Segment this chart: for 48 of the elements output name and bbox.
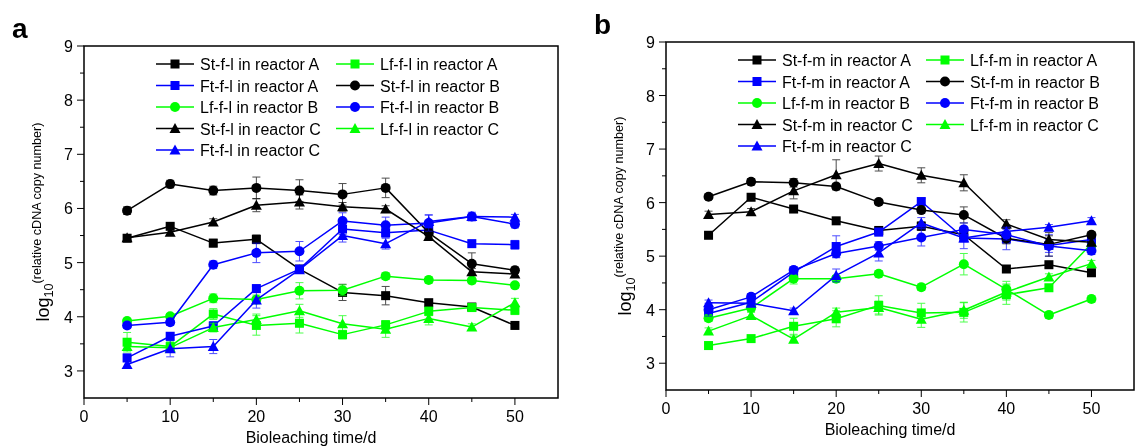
x-tick-label: 40: [997, 400, 1016, 417]
x-tick-label: 20: [247, 408, 266, 425]
legend-label: Lf-f-l in reactor B: [200, 99, 319, 116]
y-tick-label: 7: [646, 141, 656, 159]
legend-label: St-f-l in reactor A: [200, 56, 320, 73]
x-tick-label: 50: [506, 408, 524, 425]
legend-label: Ft-f-m in reactor C: [782, 138, 912, 155]
y-tick-label: 9: [64, 38, 74, 55]
chart-title: a: [12, 13, 28, 44]
legend-label: St-f-m in reactor B: [970, 73, 1100, 91]
x-tick-label: 30: [912, 400, 931, 417]
x-axis-title: Bioleaching time/d: [245, 429, 377, 446]
legend-label: St-f-l in reactor C: [200, 120, 321, 138]
legend-label: Ft-f-m in reactor A: [782, 73, 911, 91]
legend-label: Lf-f-m in reactor A: [970, 52, 1098, 69]
x-tick-label: 50: [1082, 400, 1101, 417]
y-tick-label: 6: [64, 200, 74, 218]
y-tick-label: 4: [64, 308, 74, 326]
x-tick-label: 0: [661, 400, 671, 417]
legend-label: Lf-f-l in reactor A: [380, 56, 498, 73]
legend-label: Lf-f-m in reactor C: [970, 116, 1099, 134]
x-tick-label: 40: [419, 408, 438, 425]
legend-label: Lf-f-l in reactor C: [380, 120, 500, 138]
legend-label: St-f-m in reactor A: [782, 52, 912, 69]
chart-title: b: [594, 9, 612, 40]
x-tick-label: 10: [742, 400, 761, 417]
legend-label: St-f-l in reactor B: [380, 77, 501, 95]
legend-label: Ft-f-l in reactor C: [200, 142, 321, 159]
y-tick-label: 8: [646, 87, 656, 105]
legend-label: Ft-f-m in reactor B: [970, 95, 1099, 112]
x-tick-label: 0: [79, 408, 89, 425]
legend-label: Ft-f-l in reactor A: [200, 77, 319, 95]
y-tick-label: 9: [646, 34, 656, 51]
legend-label: Lf-f-m in reactor B: [782, 95, 911, 112]
y-tick-label: 8: [64, 92, 74, 110]
y-tick-label: 5: [646, 248, 656, 266]
legend-label: Ft-f-l in reactor B: [380, 99, 500, 116]
legend-label: St-f-m in reactor C: [782, 116, 913, 134]
y-tick-label: 6: [646, 194, 656, 212]
x-axis-title: Bioleaching time/d: [824, 421, 956, 438]
x-tick-label: 10: [161, 408, 180, 425]
x-tick-label: 20: [827, 400, 846, 417]
y-tick-label: 4: [646, 301, 656, 319]
y-tick-label: 3: [646, 355, 656, 373]
y-tick-label: 5: [64, 254, 74, 272]
y-tick-label: 7: [64, 146, 74, 164]
x-tick-label: 30: [333, 408, 352, 425]
y-tick-label: 3: [64, 362, 74, 380]
